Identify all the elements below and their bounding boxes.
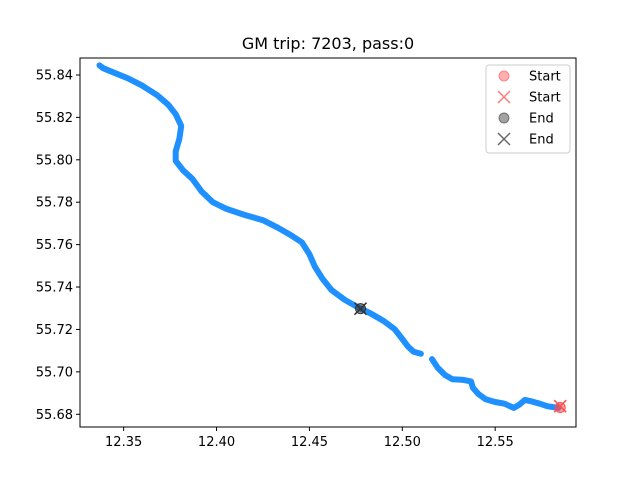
y-tick-label-8: 55.84 xyxy=(36,68,73,83)
start-marker-x xyxy=(553,399,567,413)
y-axis: 55.68 55.70 55.72 55.74 55.76 55.78 55.80 55.82… xyxy=(36,68,80,423)
y-tick-label-0: 55.68 xyxy=(36,408,73,423)
x-tick-label-0: 12.35 xyxy=(105,435,142,450)
chart-title: GM trip: 7203, pass:0 xyxy=(242,34,414,53)
legend-start-circle-icon xyxy=(498,70,510,82)
x-tick-label-1: 12.40 xyxy=(198,435,235,450)
y-tick-label-2: 55.72 xyxy=(36,323,73,338)
y-tick-label-1: 55.70 xyxy=(36,365,73,380)
y-tick-label-7: 55.82 xyxy=(36,111,73,126)
plot-frame xyxy=(79,57,577,428)
y-tick-label-4: 55.76 xyxy=(36,238,73,253)
track-segment-0-0 xyxy=(96,62,424,357)
x-tick-label-2: 12.45 xyxy=(291,435,328,450)
legend-start-x-icon xyxy=(497,90,511,104)
x-axis: 12.35 12.40 12.45 12.50 12.55 xyxy=(105,427,514,450)
legend-end-x-icon xyxy=(497,132,511,146)
plot-area xyxy=(96,62,567,413)
y-tick-label-6: 55.80 xyxy=(36,153,73,168)
legend-label-3: End xyxy=(529,133,554,148)
legend-label-0: Start xyxy=(529,70,561,85)
start-marker-circle xyxy=(554,401,566,413)
legend-end-circle-icon xyxy=(498,112,510,124)
y-tick-label-3: 55.74 xyxy=(36,281,73,296)
legend-label-2: End xyxy=(529,112,554,127)
legend-box xyxy=(485,64,571,154)
track-segment-0-1 xyxy=(429,356,562,411)
legend-label-1: Start xyxy=(529,91,561,106)
x-tick-label-3: 12.50 xyxy=(384,435,421,450)
y-tick-label-5: 55.78 xyxy=(36,196,73,211)
end-marker-x xyxy=(353,302,368,316)
x-tick-label-4: 12.55 xyxy=(477,435,514,450)
legend: Start Start End End xyxy=(485,64,571,154)
